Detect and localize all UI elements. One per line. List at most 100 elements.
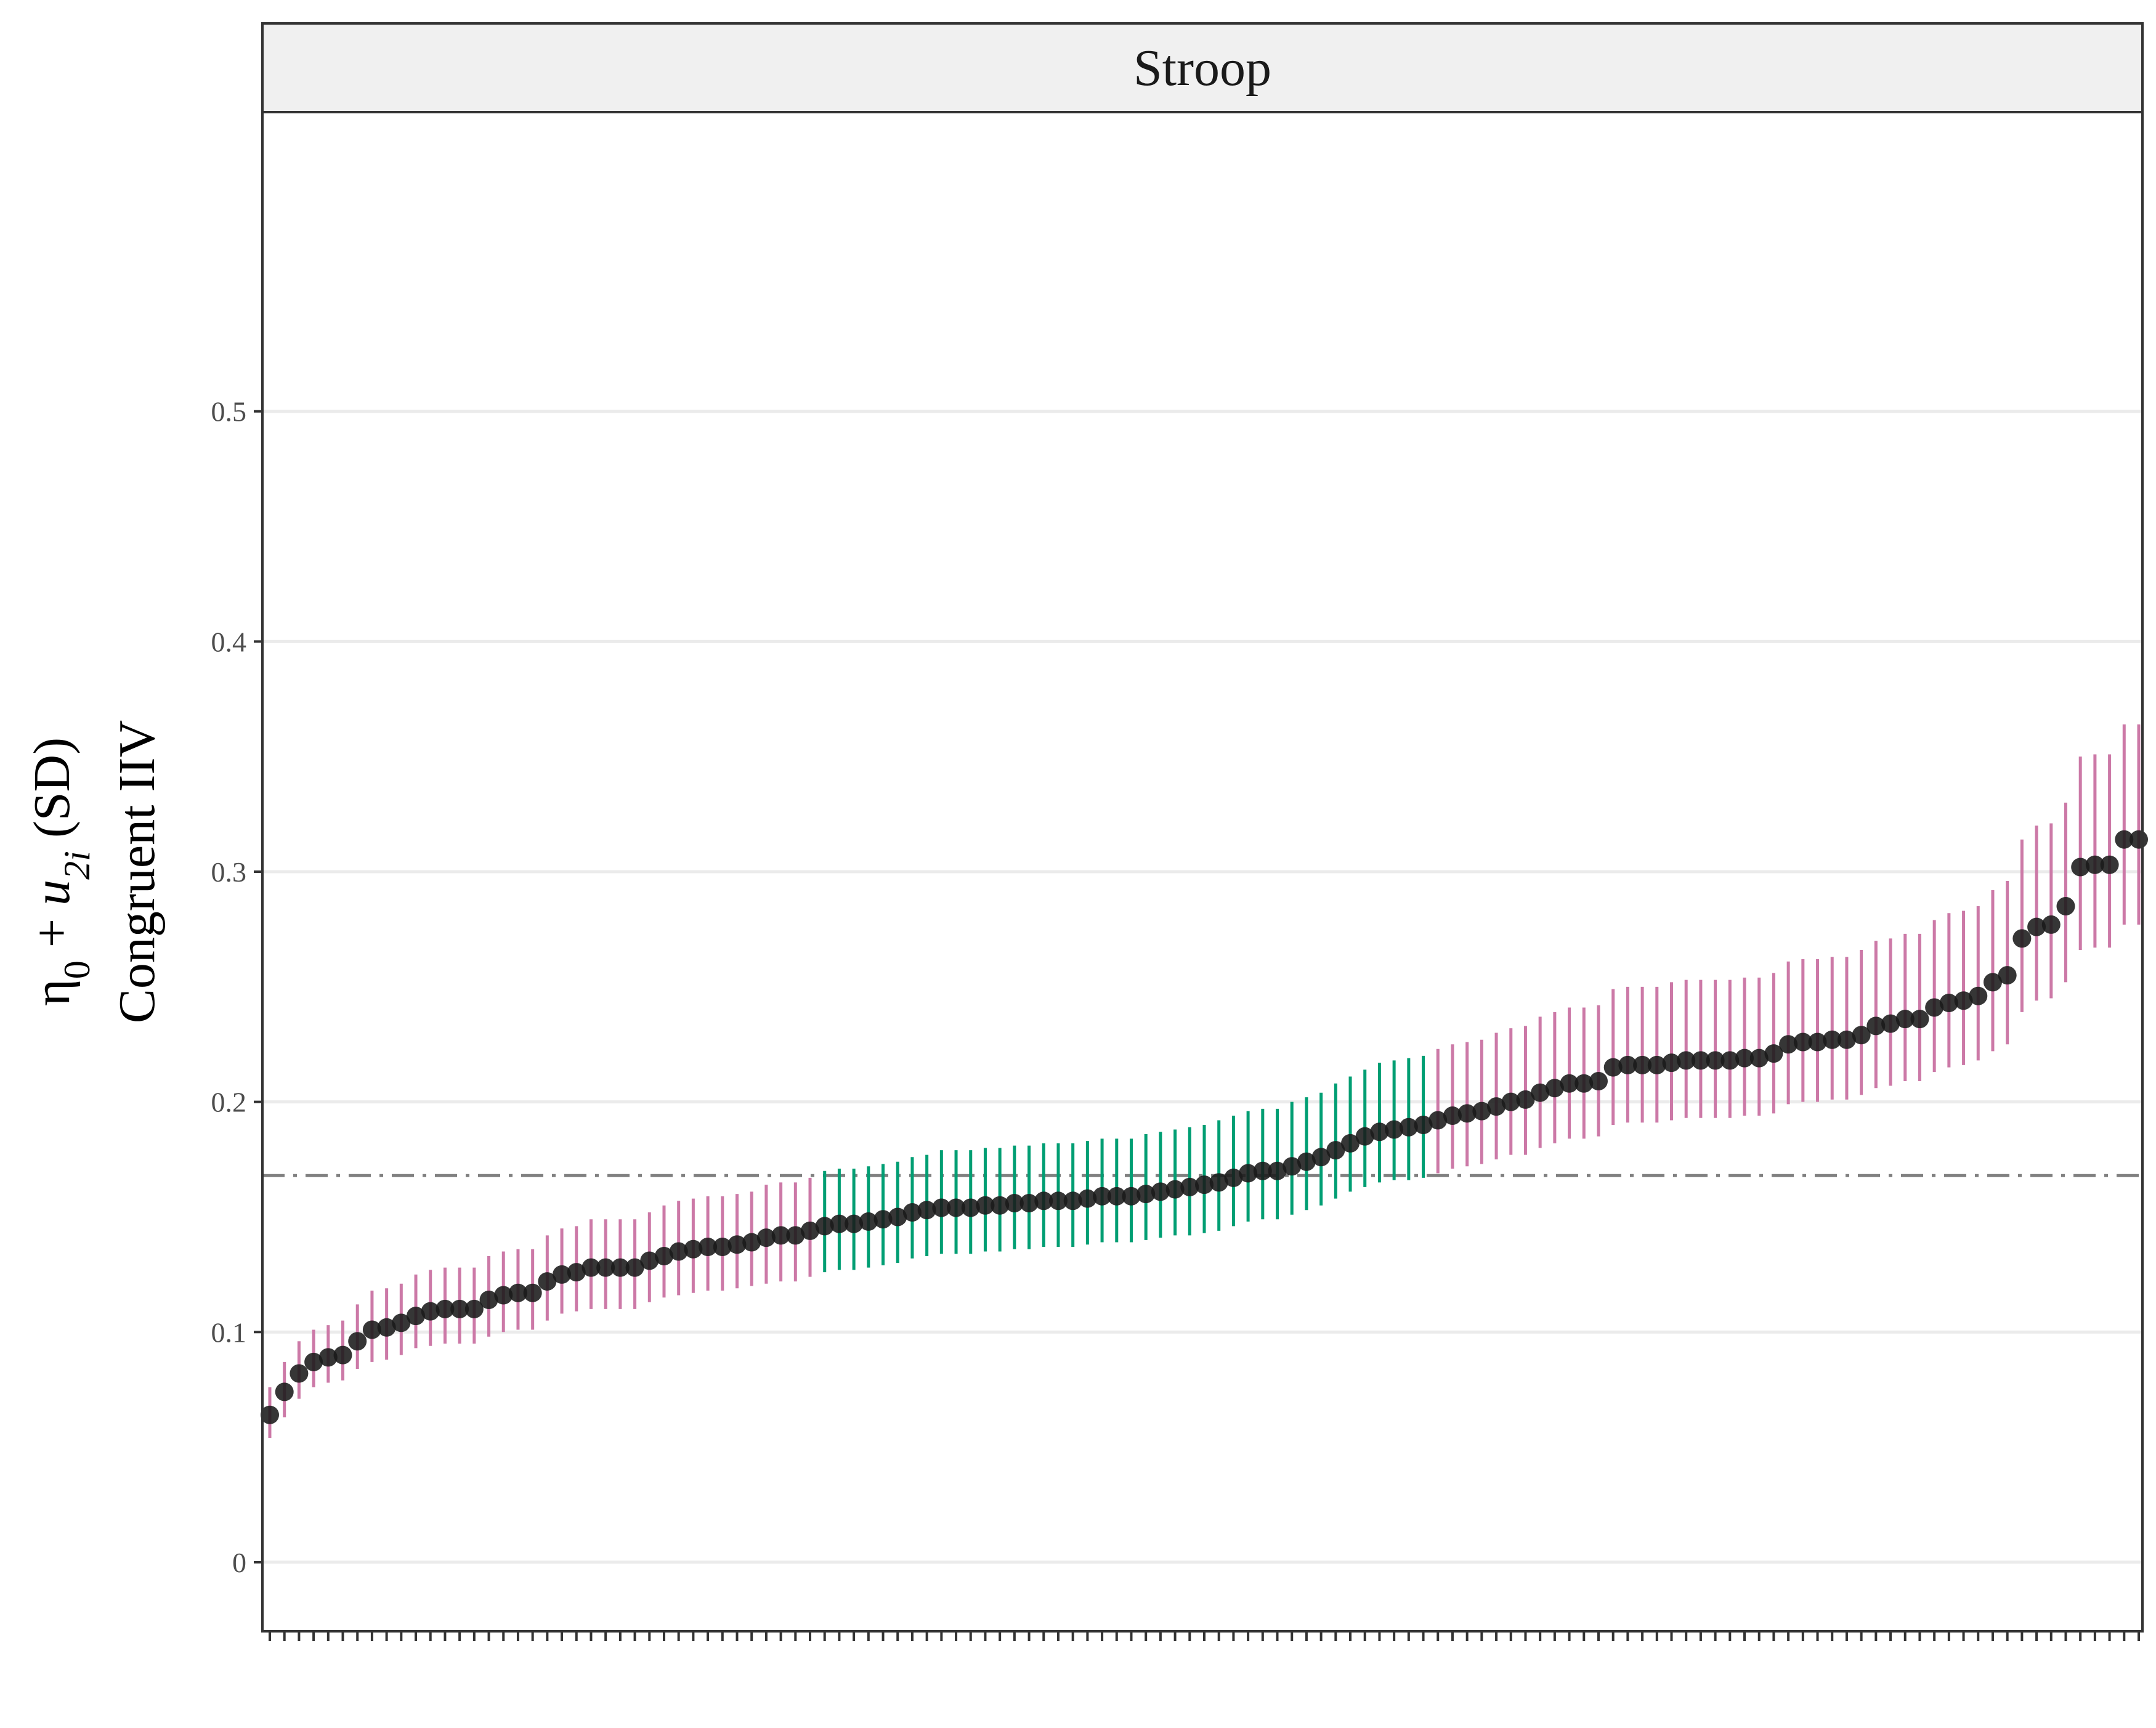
- data-point: [2012, 929, 2032, 948]
- data-point: [1677, 1051, 1696, 1070]
- eta-symbol: η: [23, 979, 81, 1006]
- data-point: [610, 1258, 630, 1277]
- data-point: [1866, 1016, 1886, 1036]
- data-point: [1443, 1106, 1462, 1126]
- data-point: [538, 1272, 557, 1291]
- data-point: [1165, 1180, 1185, 1199]
- data-point: [669, 1242, 688, 1261]
- data-point: [991, 1196, 1010, 1215]
- data-point: [1910, 1010, 1929, 1029]
- x-axis: [269, 1631, 2140, 1641]
- data-point: [2041, 915, 2061, 934]
- data-point: [1385, 1120, 1404, 1139]
- data-point: [1969, 986, 1988, 1005]
- data-point: [1122, 1186, 1141, 1206]
- data-point: [888, 1207, 907, 1227]
- data-point: [2130, 830, 2148, 849]
- data-point: [1341, 1134, 1360, 1153]
- data-point: [1501, 1092, 1520, 1111]
- data-point: [1603, 1058, 1623, 1077]
- data-point: [845, 1214, 864, 1233]
- y-tick-label: 0.5: [211, 396, 247, 428]
- data-point: [362, 1320, 381, 1339]
- data-point: [917, 1201, 936, 1220]
- data-point: [494, 1286, 513, 1305]
- data-point: [2085, 855, 2104, 874]
- data-point: [318, 1348, 338, 1367]
- data-point: [1779, 1035, 1798, 1054]
- data-point: [786, 1226, 805, 1245]
- data-point: [2027, 917, 2046, 936]
- data-point: [1735, 1049, 1754, 1068]
- data-point: [713, 1238, 732, 1257]
- data-point: [1837, 1030, 1856, 1049]
- data-point: [1048, 1191, 1068, 1211]
- y-tick-label: 0.1: [211, 1316, 247, 1348]
- data-point: [684, 1239, 703, 1259]
- data-point: [1268, 1161, 1287, 1180]
- y-axis-title-line1: η0 + u2i (SD): [23, 737, 97, 1006]
- data-point: [1253, 1161, 1272, 1180]
- y-axis-title-line2: Congruent IIV: [108, 720, 166, 1023]
- data-point: [1545, 1079, 1564, 1098]
- data-points: [261, 830, 2148, 1424]
- data-point: [2115, 830, 2134, 849]
- data-point: [1881, 1014, 1900, 1033]
- data-point: [1005, 1194, 1024, 1213]
- data-point: [1209, 1173, 1228, 1192]
- data-point: [1808, 1032, 1827, 1052]
- y-axis-title: η0 + u2i (SD) Congruent IIV: [23, 720, 166, 1023]
- data-point: [1954, 991, 1973, 1010]
- facet-strip: [261, 22, 2144, 113]
- data-point: [523, 1283, 542, 1302]
- data-point: [596, 1258, 615, 1277]
- data-point: [1560, 1074, 1579, 1093]
- data-point: [1589, 1072, 1608, 1091]
- gridlines: [262, 410, 2142, 1564]
- data-point: [815, 1217, 834, 1236]
- data-point: [1852, 1026, 1871, 1045]
- data-point: [1355, 1127, 1374, 1146]
- y-tick-label: 0.4: [211, 626, 247, 657]
- data-point: [961, 1198, 980, 1217]
- data-point: [1107, 1186, 1126, 1206]
- data-point: [1618, 1055, 1637, 1074]
- data-point: [976, 1196, 995, 1215]
- data-point: [407, 1307, 426, 1326]
- data-point: [261, 1405, 279, 1424]
- data-point: [1414, 1116, 1433, 1134]
- data-point: [1239, 1164, 1258, 1183]
- data-point: [1749, 1049, 1769, 1068]
- data-point: [1180, 1177, 1199, 1196]
- data-point: [1457, 1104, 1477, 1123]
- data-point: [699, 1238, 718, 1257]
- u-subscript: 2i: [57, 851, 97, 880]
- sd-suffix: (SD): [23, 737, 81, 851]
- data-point: [1895, 1010, 1915, 1029]
- data-point: [1311, 1148, 1331, 1167]
- data-point: [859, 1212, 878, 1231]
- data-point: [1574, 1074, 1594, 1093]
- data-point: [1370, 1122, 1389, 1142]
- data-point: [582, 1258, 601, 1277]
- y-tick-label: 0.3: [211, 856, 247, 888]
- data-point: [508, 1283, 527, 1302]
- y-tick-label: 0.2: [211, 1087, 247, 1118]
- data-point: [348, 1332, 367, 1351]
- facet-title: Stroop: [1133, 39, 1271, 97]
- data-point: [1137, 1185, 1156, 1204]
- data-point: [1034, 1191, 1053, 1211]
- data-point: [421, 1302, 440, 1321]
- data-point: [436, 1299, 455, 1318]
- data-point: [1078, 1189, 1097, 1208]
- data-point: [1793, 1032, 1812, 1052]
- data-point: [1720, 1051, 1740, 1070]
- data-point: [1399, 1118, 1418, 1137]
- data-point: [1647, 1055, 1666, 1074]
- data-point: [1297, 1152, 1316, 1171]
- panel-border: [261, 111, 2144, 1633]
- data-point: [1925, 998, 1944, 1017]
- data-point: [1472, 1101, 1491, 1121]
- eta-subscript: 0: [57, 960, 97, 979]
